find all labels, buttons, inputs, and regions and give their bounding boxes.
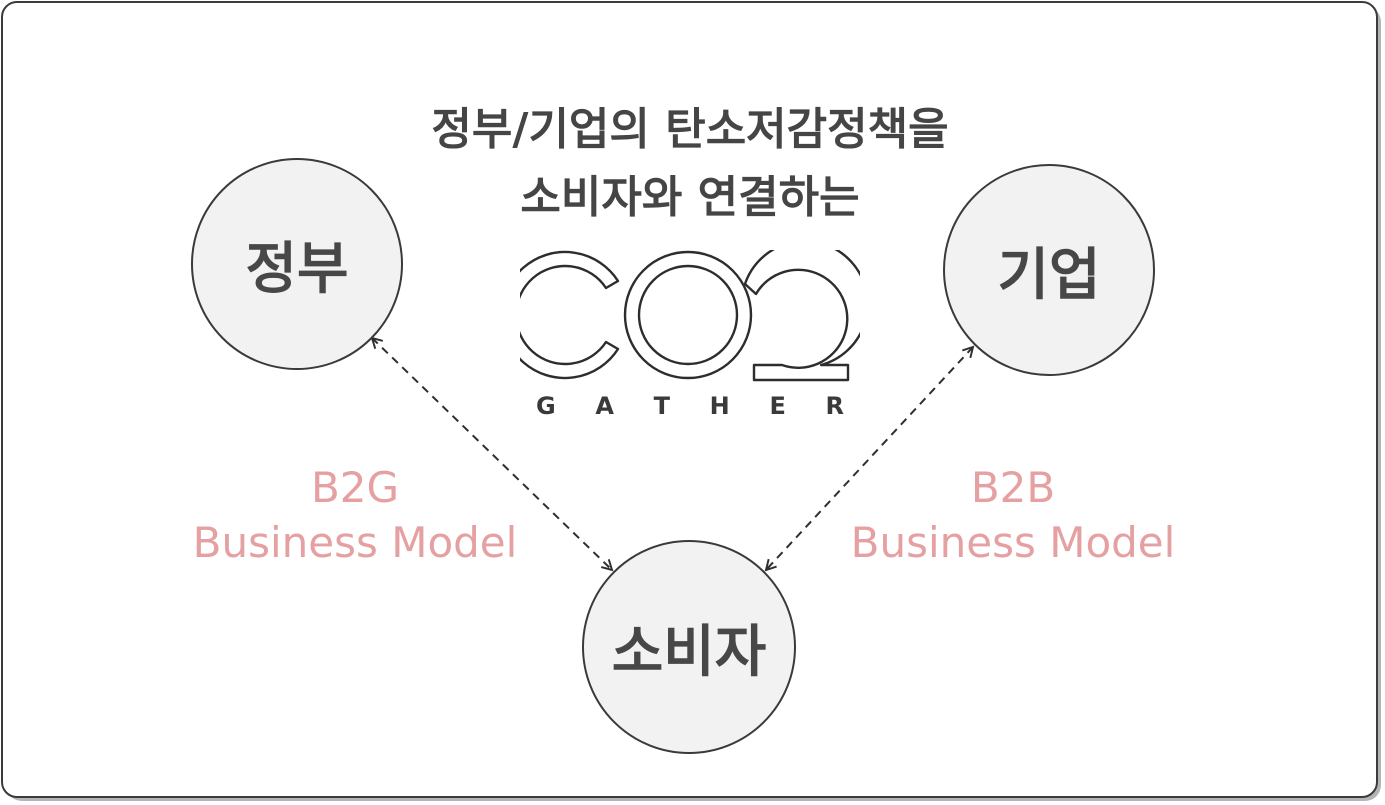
model-b2b-label: Business Model — [850, 518, 1176, 567]
node-corporation-label: 기업 — [997, 242, 1101, 308]
logo-wordmark-letter: R — [825, 392, 844, 420]
logo-wordmark-letter: H — [709, 392, 730, 420]
logo-wordmark-letter: E — [769, 392, 786, 420]
model-b2g: B2G Business Model — [170, 460, 540, 570]
node-consumer-label: 소비자 — [611, 619, 767, 685]
co2-gather-logo — [520, 250, 860, 382]
node-consumer: 소비자 — [582, 540, 796, 754]
logo-letter-o-inner — [637, 264, 739, 366]
title-line-2: 소비자와 연결하는 — [520, 172, 860, 223]
model-b2b: B2B Business Model — [828, 460, 1198, 570]
logo-digit-2 — [743, 250, 860, 382]
logo-letter-c — [520, 250, 620, 380]
arrow-corp-consumer — [764, 345, 975, 572]
logo-wordmark-letter: T — [653, 392, 670, 420]
diagram-title: 정부/기업의 탄소저감정책을 소비자와 연결하는 — [290, 96, 1090, 232]
model-b2g-code: B2G — [310, 463, 400, 512]
node-government: 정부 — [191, 158, 403, 370]
title-line-1: 정부/기업의 탄소저감정책을 — [431, 104, 949, 155]
node-corporation: 기업 — [943, 164, 1155, 376]
model-b2b-code: B2B — [970, 463, 1056, 512]
logo-letter-o-outer — [623, 250, 753, 380]
node-government-label: 정부 — [245, 236, 349, 302]
logo-wordmark-letter: A — [595, 392, 614, 420]
logo-wordmark-letter: G — [536, 392, 556, 420]
model-b2g-label: Business Model — [192, 518, 518, 567]
logo-wordmark: G A T H E R — [520, 392, 860, 420]
